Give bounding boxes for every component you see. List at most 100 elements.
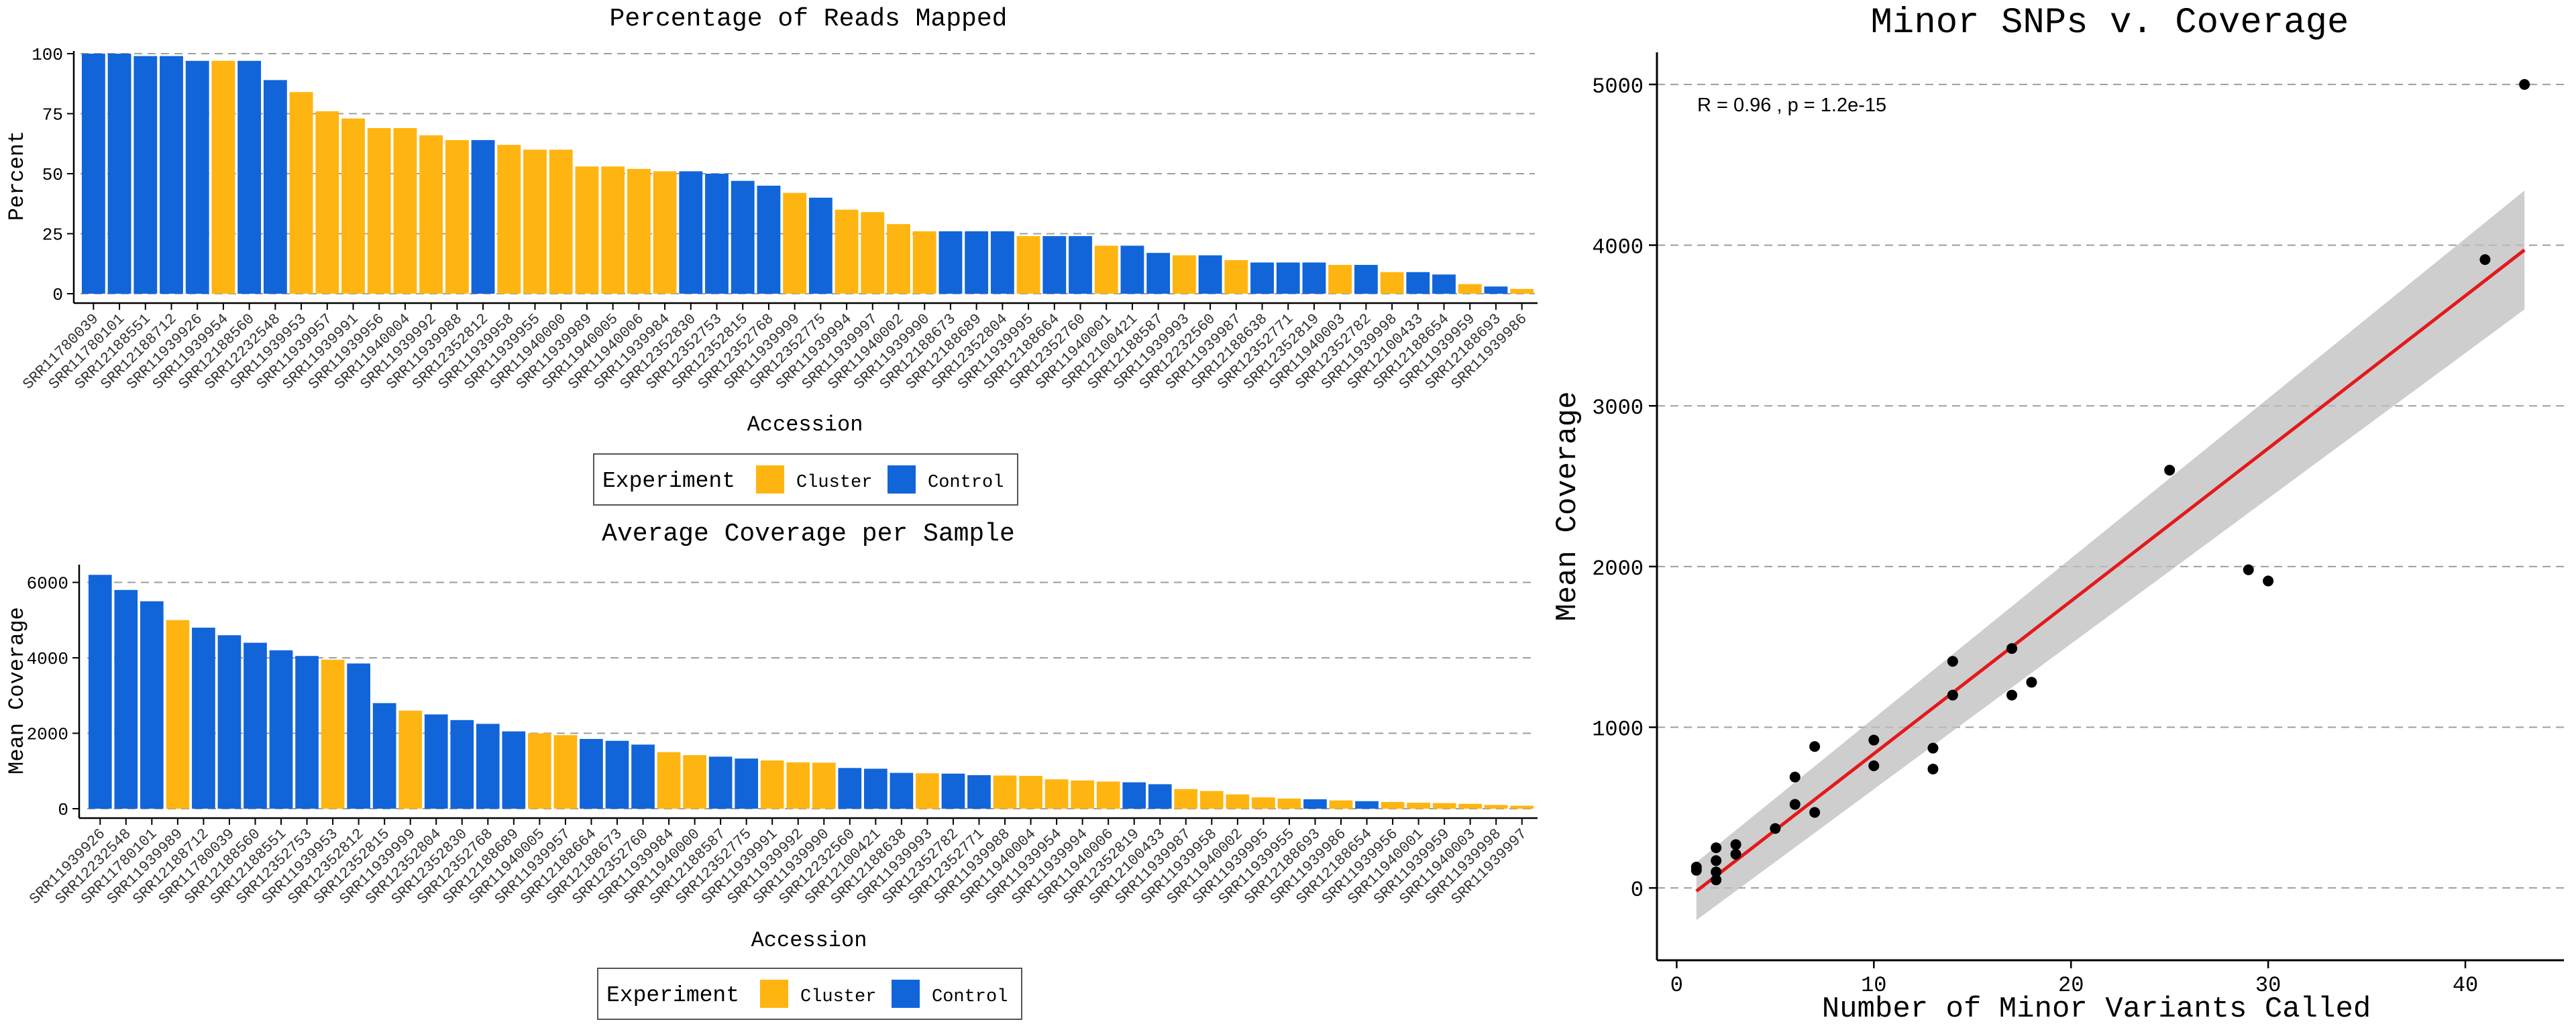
scatter-point xyxy=(1711,874,1722,886)
scatter-point xyxy=(2479,254,2491,266)
bar xyxy=(1276,262,1300,294)
bar xyxy=(211,60,235,294)
bar xyxy=(217,635,241,809)
bar xyxy=(133,56,158,294)
bar xyxy=(601,166,625,294)
bar xyxy=(166,620,190,809)
bar xyxy=(244,642,267,809)
legend-swatch-cluster xyxy=(760,980,788,1008)
scatter-point xyxy=(1927,742,1939,754)
x-axis-label: Accession xyxy=(747,412,863,437)
legend-label-cluster: Cluster xyxy=(796,473,872,493)
bar xyxy=(812,762,836,809)
bar xyxy=(367,127,391,294)
bar xyxy=(88,575,112,809)
bar xyxy=(140,601,164,809)
bar xyxy=(967,775,991,809)
bar xyxy=(1458,803,1483,809)
bar xyxy=(863,768,888,809)
bar xyxy=(1094,245,1118,294)
average-coverage-chart: Average Coverage per Sample Mean Coverag… xyxy=(5,520,1538,1020)
minor-snps-scatter: Minor SNPs v. Coverage Mean Coverage Num… xyxy=(1551,3,2564,1026)
legend-swatch-control xyxy=(888,465,916,494)
bar xyxy=(1199,791,1224,809)
bar xyxy=(1250,262,1274,294)
bar xyxy=(1069,236,1092,294)
bar xyxy=(990,231,1014,294)
y-tick-label: 4000 xyxy=(1592,235,1644,260)
x-tick-label: 0 xyxy=(1670,973,1683,998)
y-tick-label: 2000 xyxy=(27,725,68,745)
bar xyxy=(263,80,287,294)
bar xyxy=(808,197,833,294)
scatter-point xyxy=(1690,862,1702,873)
bar xyxy=(1328,265,1352,294)
bar xyxy=(1510,288,1534,294)
bar xyxy=(372,703,396,809)
y-tick-label: 3000 xyxy=(1592,396,1644,420)
x-axis-label: Number of Minor Variants Called xyxy=(1822,992,2371,1026)
bar xyxy=(575,166,599,294)
scatter-point xyxy=(1868,734,1880,746)
bar xyxy=(107,54,131,294)
bar xyxy=(1148,784,1172,809)
scatter-point xyxy=(2263,575,2274,587)
bar xyxy=(192,628,215,809)
bar xyxy=(424,714,448,809)
bar xyxy=(185,60,209,294)
bar xyxy=(631,744,655,809)
legend-box xyxy=(593,453,1018,506)
bar xyxy=(580,738,603,809)
regression-line xyxy=(1695,248,2526,893)
bar xyxy=(321,659,345,809)
scatter-point xyxy=(2026,677,2037,688)
legend-title: Experiment xyxy=(606,983,739,1008)
bar xyxy=(912,231,936,294)
y-tick-label: 5000 xyxy=(1592,74,1644,99)
bar xyxy=(1510,805,1534,809)
legend-title: Experiment xyxy=(602,469,735,494)
bar xyxy=(1381,801,1405,809)
bar xyxy=(497,145,521,294)
bar xyxy=(1226,794,1250,809)
scatter-point xyxy=(2164,465,2176,476)
bar xyxy=(528,733,551,809)
bar xyxy=(81,54,105,294)
y-tick-label: 0 xyxy=(1631,878,1644,903)
bar xyxy=(731,180,755,294)
bar xyxy=(735,758,759,809)
y-tick-label: 4000 xyxy=(27,649,68,669)
bar xyxy=(760,760,784,809)
bar xyxy=(315,111,339,294)
bar xyxy=(1172,255,1196,294)
scatter-point xyxy=(2006,689,2018,701)
bar xyxy=(653,171,677,294)
bar xyxy=(683,755,706,809)
x-tick-label: 30 xyxy=(2255,973,2281,998)
bar xyxy=(1484,805,1508,809)
bar xyxy=(1355,801,1379,809)
bar xyxy=(1277,798,1301,809)
scatter-point xyxy=(1947,656,1958,667)
bar xyxy=(341,118,365,294)
bar xyxy=(295,656,319,809)
bar xyxy=(708,756,733,809)
bar xyxy=(1198,255,1222,294)
bar xyxy=(757,185,781,294)
x-tick-label: 20 xyxy=(2058,973,2084,998)
bar xyxy=(1044,779,1069,809)
scatter-point xyxy=(1789,771,1801,783)
bar xyxy=(1484,286,1508,294)
bar xyxy=(269,650,293,809)
bar xyxy=(471,139,495,294)
bar xyxy=(938,231,963,294)
scatter-point xyxy=(1809,741,1821,752)
bar xyxy=(502,731,526,809)
bar xyxy=(1174,789,1198,809)
y-tick-label: 50 xyxy=(42,165,63,185)
x-axis-label: Accession xyxy=(751,928,867,953)
legend-label-control: Control xyxy=(932,987,1008,1007)
scatter-point xyxy=(1730,839,1741,850)
bar xyxy=(347,663,370,809)
chart-title: Minor SNPs v. Coverage xyxy=(1871,3,2349,44)
